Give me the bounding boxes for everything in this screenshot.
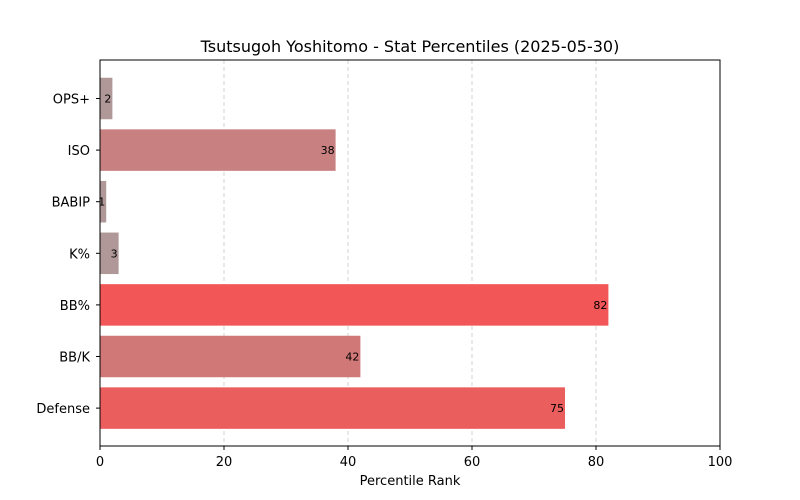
bar: [100, 284, 609, 326]
y-tick-label: K%: [69, 247, 90, 262]
y-axis: OPS+ ISO BABIP K% BB% BB/K Defense: [36, 93, 100, 417]
chart-title: Tsutsugoh Yoshitomo - Stat Percentiles (…: [200, 37, 620, 56]
bar-value-label: 2: [104, 93, 111, 106]
y-tick-label: ISO: [68, 144, 90, 159]
bar: [100, 77, 113, 120]
y-tick-label: Defense: [36, 402, 90, 417]
bar-value-label: 1: [98, 196, 105, 209]
bar: [100, 129, 336, 171]
bar-value-label: 75: [550, 402, 564, 415]
bar: [100, 180, 107, 223]
bar-value-label: 38: [321, 144, 335, 157]
y-tick-label: BB/K: [59, 351, 90, 366]
bar: [100, 335, 361, 378]
bar-value-label: 42: [345, 351, 359, 364]
bar-value-label: 82: [593, 299, 607, 312]
y-tick-label: OPS+: [53, 93, 90, 108]
bar: [100, 387, 565, 429]
bars: 2 38 1 3 82 42 75: [98, 77, 609, 429]
y-tick-label: BB%: [60, 299, 90, 314]
x-axis-label: Percentile Rank: [360, 474, 461, 489]
x-tick-label: 40: [340, 455, 357, 470]
x-axis: 0 20 40 60 80 100: [96, 446, 733, 470]
x-tick-label: 0: [96, 455, 104, 470]
x-tick-label: 20: [216, 455, 233, 470]
x-tick-label: 100: [708, 455, 733, 470]
x-tick-label: 80: [588, 455, 605, 470]
bar-value-label: 3: [111, 247, 118, 260]
y-tick-label: BABIP: [52, 196, 91, 211]
bar: [100, 232, 119, 275]
x-tick-label: 60: [464, 455, 481, 470]
